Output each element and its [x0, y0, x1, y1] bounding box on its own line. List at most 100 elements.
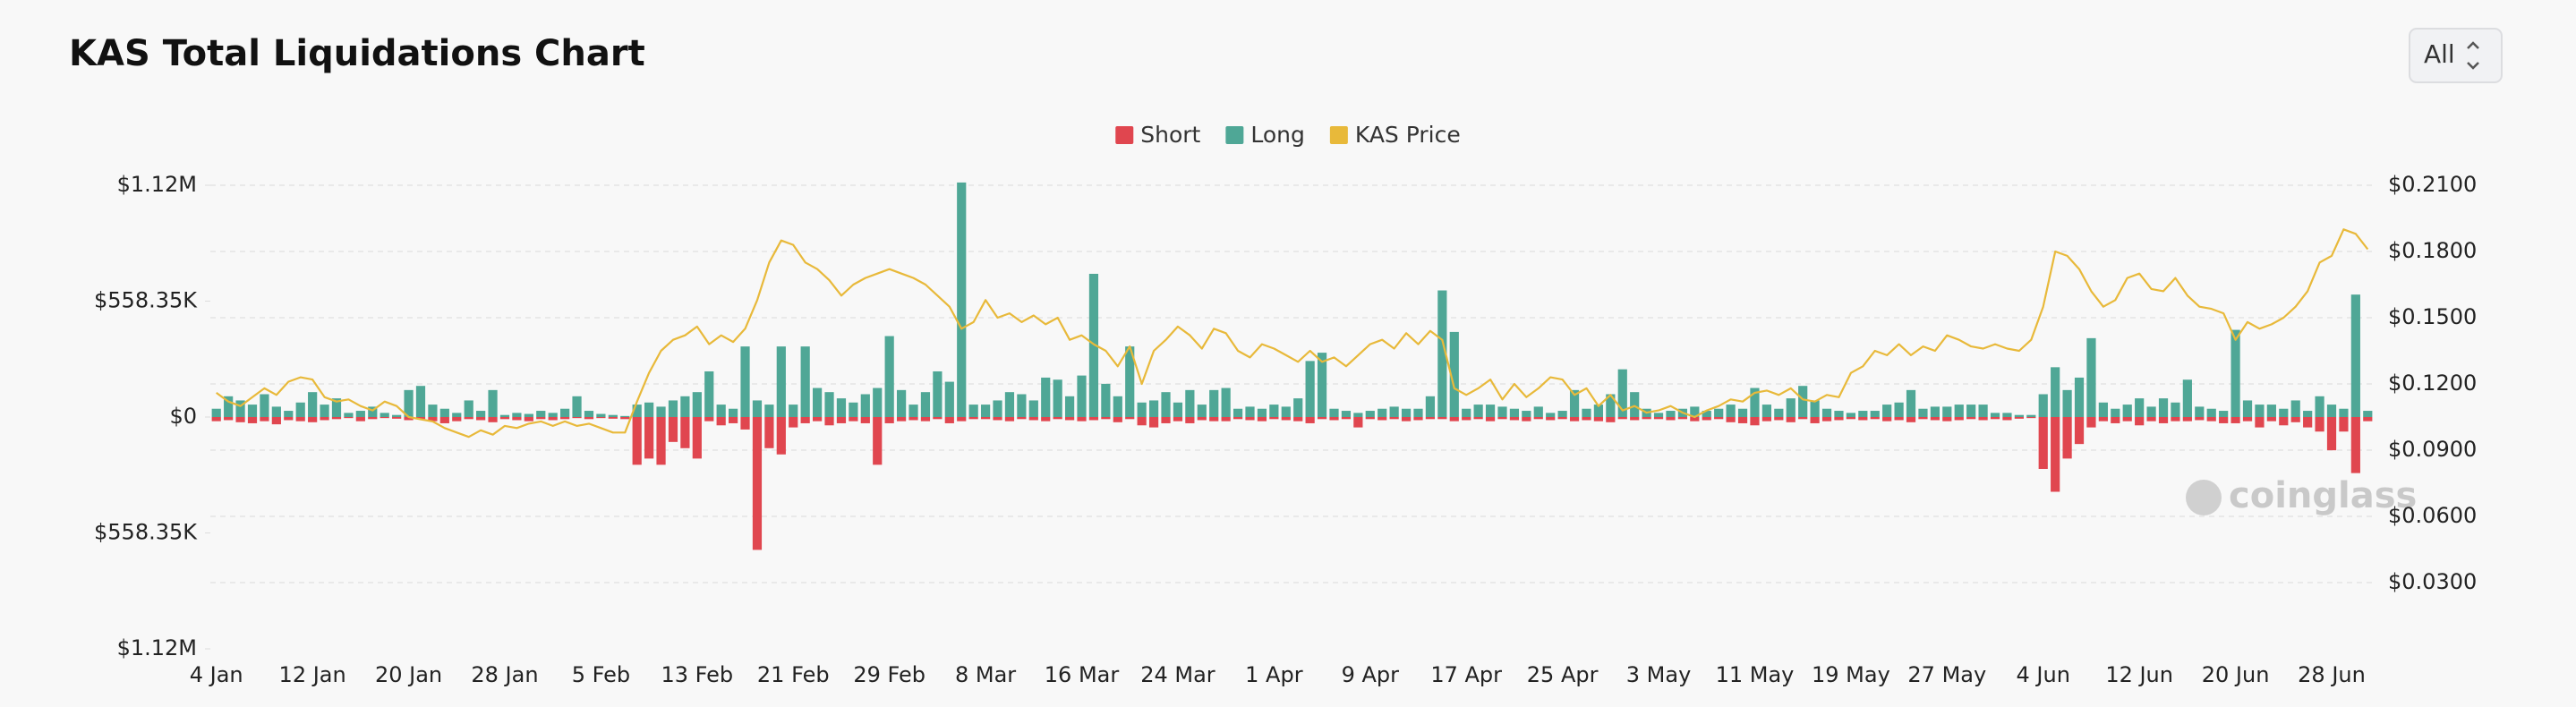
bar	[247, 405, 258, 417]
bar	[1437, 417, 1447, 420]
x-tick-label: 29 Feb	[853, 662, 925, 687]
bar	[740, 346, 750, 417]
bar	[632, 417, 642, 465]
bar	[2026, 417, 2036, 419]
bar	[2086, 417, 2096, 428]
bar	[1077, 417, 1087, 422]
bar	[1221, 417, 1231, 422]
bar	[1101, 383, 1111, 417]
bar	[680, 417, 690, 448]
bar	[2231, 329, 2240, 417]
legend: Short Long KAS Price	[1115, 122, 1461, 148]
bar	[1533, 406, 1543, 417]
bar	[1821, 417, 1832, 422]
bar	[2255, 405, 2265, 417]
bar	[2279, 417, 2289, 426]
y2-tick-label: $0.1200	[2388, 371, 2477, 396]
bar	[2350, 417, 2360, 473]
bar	[1161, 417, 1171, 423]
bar	[499, 417, 510, 420]
bar	[368, 417, 378, 420]
bar	[1726, 405, 1736, 417]
bar	[224, 417, 234, 421]
bar	[1101, 417, 1111, 420]
bar	[320, 417, 329, 421]
bar	[1930, 417, 1940, 421]
bar	[1966, 405, 1976, 417]
bar	[2231, 417, 2240, 423]
bar	[1389, 417, 1399, 420]
bar	[572, 396, 582, 417]
range-label[interactable]: All	[2424, 39, 2455, 69]
bar	[428, 417, 438, 422]
bar	[1810, 417, 1820, 423]
bar	[1714, 417, 1724, 420]
bar	[235, 400, 245, 417]
bar	[1858, 417, 1868, 421]
bar	[668, 400, 678, 417]
y2-tick-label: $0.1500	[2388, 304, 2477, 329]
x-tick-label: 24 Mar	[1140, 662, 1215, 687]
bar	[1546, 413, 1556, 417]
bar	[729, 417, 738, 423]
bar	[1378, 408, 1387, 417]
bar	[392, 417, 402, 419]
x-tick-label: 28 Jan	[471, 662, 538, 687]
bar	[1761, 405, 1771, 417]
y-tick-label: $558.35K	[94, 520, 198, 545]
bar	[1870, 417, 1880, 420]
bar	[1834, 417, 1844, 421]
bar	[1858, 411, 1868, 417]
bar	[1846, 417, 1855, 420]
bar	[993, 400, 1002, 417]
bar	[596, 413, 606, 417]
bar	[380, 417, 389, 419]
bar	[1317, 417, 1327, 420]
y2-tick-label: $0.0600	[2388, 503, 2477, 528]
legend-label: KAS Price	[1355, 122, 1461, 148]
bar	[1269, 405, 1279, 417]
legend-swatch	[1115, 126, 1134, 144]
bar	[1798, 386, 1808, 417]
bar	[1786, 417, 1796, 422]
bar	[355, 417, 365, 422]
bar	[2303, 411, 2313, 417]
bar	[1137, 417, 1147, 426]
bar	[1353, 417, 1363, 428]
bar	[704, 417, 714, 422]
range-button[interactable]	[2409, 28, 2503, 83]
x-tick-label: 28 Jun	[2298, 662, 2366, 687]
bar	[2219, 417, 2229, 423]
bar	[260, 394, 269, 417]
bar	[1413, 417, 1423, 421]
y-tick-label: $558.35K	[94, 288, 198, 313]
bar	[2219, 411, 2229, 417]
bar	[1449, 331, 1459, 417]
bar	[1077, 375, 1087, 417]
bar	[824, 417, 834, 426]
bar	[452, 413, 462, 417]
bar	[464, 417, 473, 420]
bar	[1726, 417, 1736, 422]
bar	[968, 417, 978, 420]
bar	[1233, 408, 1243, 417]
bar	[692, 392, 702, 417]
bar	[608, 417, 618, 419]
bar	[1148, 417, 1159, 428]
bar	[355, 411, 365, 417]
y2-tick-label: $0.2100	[2388, 172, 2477, 197]
bar	[776, 346, 786, 417]
chevron-icon	[2467, 41, 2479, 70]
bar	[2195, 417, 2205, 421]
bar	[1485, 417, 1496, 422]
bar	[512, 417, 522, 421]
bar	[620, 417, 630, 420]
bar	[1281, 406, 1291, 417]
bar	[1197, 405, 1207, 417]
bar	[2122, 405, 2132, 417]
bar	[295, 417, 305, 422]
range-selector[interactable]: All	[2409, 28, 2503, 83]
bar	[2062, 417, 2072, 459]
bar	[2014, 417, 2024, 419]
bar	[860, 417, 870, 423]
